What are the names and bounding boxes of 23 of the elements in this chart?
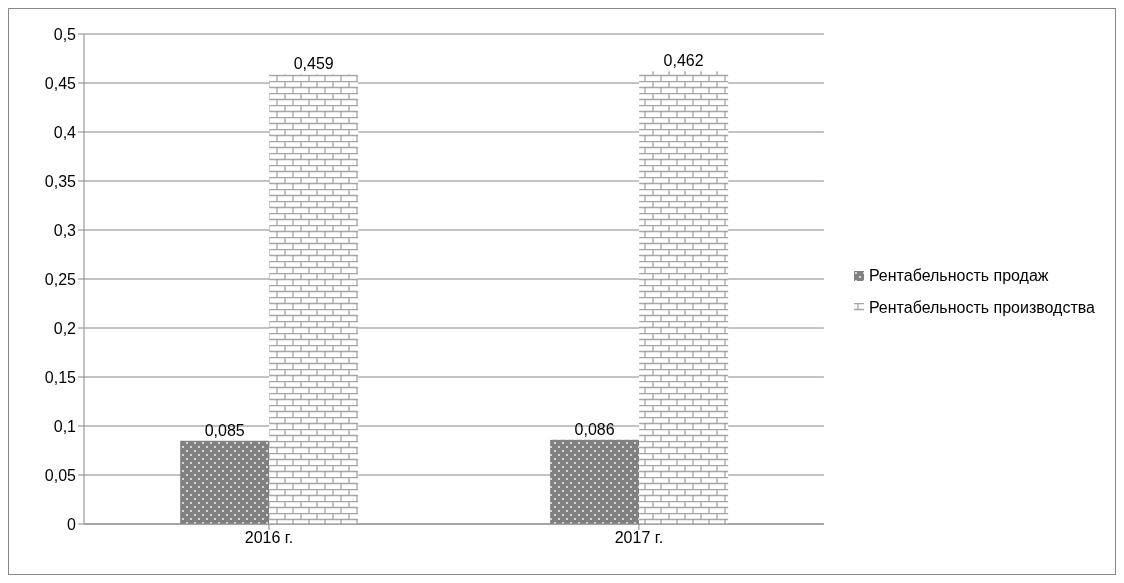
bar bbox=[180, 440, 270, 524]
y-tick-label: 0,2 bbox=[53, 319, 77, 337]
bar bbox=[639, 71, 729, 524]
y-tick-label: 0,45 bbox=[44, 74, 77, 92]
y-tick-label: 0,05 bbox=[44, 466, 77, 484]
x-tick-label: 2016 г. bbox=[244, 529, 294, 547]
y-tick-label: 0,25 bbox=[44, 270, 77, 288]
bar bbox=[550, 439, 640, 524]
data-label: 0,459 bbox=[293, 55, 334, 73]
data-label: 0,085 bbox=[204, 421, 245, 439]
legend-label: Рентабельность продаж bbox=[868, 266, 1049, 285]
data-label: 0,462 bbox=[663, 52, 704, 70]
y-tick-label: 0 bbox=[67, 515, 77, 533]
y-tick-label: 0,5 bbox=[53, 25, 77, 43]
y-tick-label: 0,4 bbox=[53, 123, 77, 141]
y-tick-label: 0,35 bbox=[44, 172, 77, 190]
y-tick-label: 0,1 bbox=[53, 417, 77, 435]
legend-label: Рентабельность производства bbox=[868, 298, 1095, 317]
x-tick-label: 2017 г. bbox=[614, 529, 664, 547]
bar bbox=[269, 74, 359, 524]
data-label: 0,086 bbox=[574, 420, 615, 438]
y-tick-label: 0,3 bbox=[53, 221, 77, 239]
y-tick-label: 0,15 bbox=[44, 368, 77, 386]
